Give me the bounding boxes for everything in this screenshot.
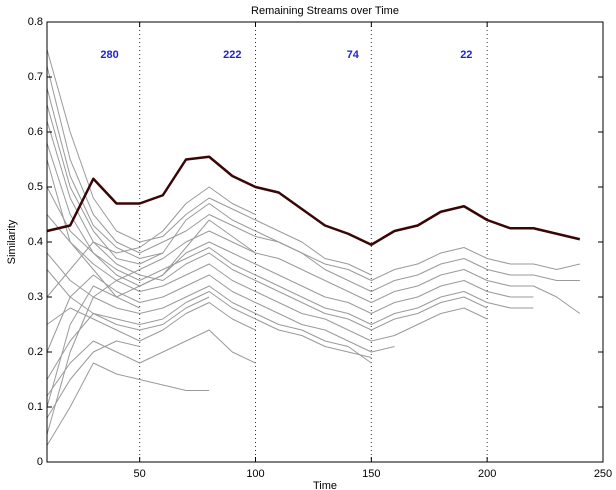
stream-line [46, 269, 210, 331]
x-tick-label: 200 [478, 468, 496, 480]
stream-line [46, 49, 372, 276]
y-tick-label: 0.7 [28, 71, 43, 83]
y-tick-label: 0.3 [28, 291, 43, 303]
chart-title: Remaining Streams over Time [251, 5, 399, 17]
annotation: 222 [223, 49, 241, 61]
plot-frame [46, 21, 604, 463]
annotation: 74 [347, 49, 360, 61]
x-tick-label: 250 [594, 468, 612, 480]
annotation: 22 [460, 49, 472, 61]
y-tick-label: 0 [37, 456, 43, 468]
y-tick-label: 0.8 [28, 16, 43, 28]
stream-line [46, 340, 140, 419]
stream-line [46, 120, 256, 254]
stream-line [46, 302, 256, 342]
stream-line [46, 104, 580, 292]
stream-line [46, 241, 488, 331]
stream-line [46, 87, 163, 259]
y-tick-label: 0.5 [28, 181, 43, 193]
x-tick-label: 100 [246, 468, 264, 480]
highlight-line [46, 155, 581, 246]
stream-line [46, 142, 534, 325]
y-tick-label: 0.1 [28, 401, 43, 413]
stream-line [46, 241, 534, 408]
y-axis-label: Similarity [6, 219, 18, 264]
stream-line [46, 186, 256, 287]
annotation: 280 [100, 49, 118, 61]
stream-line [46, 214, 488, 342]
x-tick-label: 50 [134, 468, 146, 480]
y-tick-label: 0.2 [28, 346, 43, 358]
x-tick-label: 150 [362, 468, 380, 480]
stream-line [46, 65, 580, 281]
stream-line [46, 230, 581, 435]
stream-line [46, 159, 140, 309]
stream-line [46, 362, 210, 446]
x-axis-label: Time [313, 480, 337, 490]
y-tick-label: 0.4 [28, 236, 43, 248]
stream-line [46, 329, 256, 397]
y-tick-label: 0.6 [28, 126, 43, 138]
stream-line [46, 291, 372, 380]
stream-line [46, 252, 372, 364]
